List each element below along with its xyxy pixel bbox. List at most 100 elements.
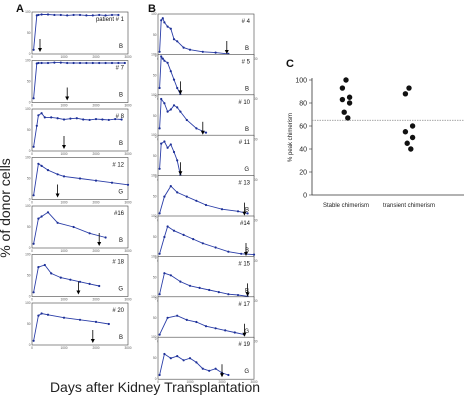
panel-a-data-point xyxy=(66,14,69,17)
y-axis-label: % of donor cells xyxy=(0,158,13,258)
panel-b-data-point xyxy=(176,159,179,162)
panel-b-y-tick-label: 50 xyxy=(153,235,157,239)
panel-a-data-point xyxy=(78,13,82,17)
panel-a-x-tick-label: 1000 xyxy=(60,152,67,156)
panel-a-data-point xyxy=(104,14,107,17)
c-y-tick-label: 0 xyxy=(303,193,307,200)
panel-b-data-point xyxy=(166,61,169,64)
panel-b-arrow-head xyxy=(242,332,247,337)
panel-a-data-point xyxy=(120,118,123,121)
panel-a-data-point xyxy=(85,61,88,65)
c-y-tick-label: 100 xyxy=(295,78,307,85)
panel-a-x-tick-label: 0 xyxy=(31,297,33,301)
panel-b-y-tick-label: 0 xyxy=(155,296,157,300)
panel-b-subplot-8: 0 1000 2000 3000 0 50 100 # 19 G xyxy=(151,335,258,384)
c-data-point xyxy=(409,134,416,141)
panel-a-y-tick-label: 50 xyxy=(27,128,31,132)
panel-a-x-tick-label: 0 xyxy=(31,152,33,156)
panel-b-data-point xyxy=(217,291,220,294)
panel-a-x-tick-label: 0 xyxy=(31,249,33,253)
panel-b-data-point xyxy=(227,250,230,253)
panel-a-y-tick-label: 0 xyxy=(29,246,31,250)
panel-b-arrow-head xyxy=(245,292,250,297)
panel-a-data-point xyxy=(56,117,59,120)
panel-b-frame xyxy=(157,54,255,97)
panel-a-tag-label: B xyxy=(119,141,123,147)
panel-b-data-point xyxy=(176,355,179,358)
panel-b-data-point xyxy=(176,314,179,317)
panel-a-data-point xyxy=(107,322,110,326)
panel-b-data-point xyxy=(236,293,240,297)
panel-a-x-tick-label: 3000 xyxy=(124,152,131,156)
panel-b-y-tick-label: 50 xyxy=(153,114,157,118)
panel-b-data-point xyxy=(204,203,208,207)
panel-a-data-point xyxy=(85,14,88,17)
panel-b-y-tick-label: 100 xyxy=(151,52,157,56)
c-data-point xyxy=(341,109,347,115)
panel-b-tag-label: B xyxy=(245,248,249,254)
panel-a-data-point xyxy=(88,118,91,122)
panel-b-y-tick-label: 50 xyxy=(153,33,157,37)
panel-a-data-point xyxy=(37,61,40,65)
panel-a-data-point xyxy=(32,242,35,245)
panel-a-data-point xyxy=(32,339,35,342)
panel-a-data-point xyxy=(40,312,43,315)
panel-b-data-point xyxy=(214,327,217,330)
panel-a-data-point xyxy=(123,61,126,65)
panel-a-y-tick-label: 50 xyxy=(27,225,31,229)
panel-b-tag-label: G xyxy=(244,167,249,173)
panel-b-data-point xyxy=(236,210,240,213)
panel-a-y-tick-label: 100 xyxy=(25,253,31,257)
panel-a-y-tick-label: 50 xyxy=(27,322,31,326)
panel-b-y-tick-label: 50 xyxy=(153,195,157,199)
panel-a-data-point xyxy=(101,118,104,121)
panel-a-data-point xyxy=(110,61,114,65)
panel-b-data-point xyxy=(220,208,224,211)
panel-b-data-point xyxy=(163,102,166,105)
panel-b-patient-label: # 5 xyxy=(242,59,251,65)
panel-a-x-tick-label: 2000 xyxy=(92,297,99,301)
panel-b-data-point xyxy=(163,21,166,24)
panel-b-y-tick-label: 100 xyxy=(151,335,157,339)
panel-a-data-point xyxy=(88,282,91,285)
panel-b-data-point xyxy=(158,333,161,336)
panel-a-data-point xyxy=(72,13,75,17)
panel-a-data-point xyxy=(94,179,98,182)
panel-b-arrow-head xyxy=(220,373,224,378)
c-data-point xyxy=(339,96,346,103)
panel-b-patient-label: # 17 xyxy=(238,302,250,308)
panel-a-x-tick-label: 1000 xyxy=(60,200,67,204)
panel-a-tag-label: B xyxy=(119,44,123,50)
panel-b-patient-label: # 15 xyxy=(238,261,250,267)
panel-b-data-point xyxy=(169,185,172,188)
panel-a-data-point xyxy=(91,61,94,65)
panel-a-data-point xyxy=(104,236,107,239)
panel-a-data-point xyxy=(50,116,53,119)
panel-a-data-point xyxy=(94,117,98,121)
panel-a-y-tick-label: 50 xyxy=(27,274,31,278)
panel-b-data-point xyxy=(160,19,163,22)
panel-a-arrow-head xyxy=(38,48,42,52)
panel-b-data-point xyxy=(227,373,230,377)
c-data-point xyxy=(408,146,414,152)
panel-a-data-point xyxy=(40,215,43,218)
panel-b-y-tick-label: 50 xyxy=(153,316,157,320)
panel-b-x-tick-label: 2000 xyxy=(218,380,225,384)
panel-a-data-point xyxy=(37,162,40,165)
panel-a-data-point xyxy=(32,194,35,197)
panel-a-x-tick-label: 2000 xyxy=(92,346,99,350)
panel-b-y-tick-label: 0 xyxy=(155,94,157,98)
panel-b-data-point xyxy=(161,17,164,20)
panel-b-data-point xyxy=(166,316,169,319)
panel-a-data-point xyxy=(46,61,50,65)
panel-a-x-tick-label: 2000 xyxy=(92,55,99,59)
panel-b-y-tick-label: 100 xyxy=(151,174,157,178)
panel-a-y-tick-label: 100 xyxy=(25,156,31,160)
panel-b-data-point xyxy=(169,27,172,30)
panel-b-data-point xyxy=(195,199,198,202)
panel-a-data-point xyxy=(78,318,82,321)
panel-b-y-tick-label: 0 xyxy=(155,377,157,381)
panel-a-x-tick-label: 3000 xyxy=(124,346,131,350)
